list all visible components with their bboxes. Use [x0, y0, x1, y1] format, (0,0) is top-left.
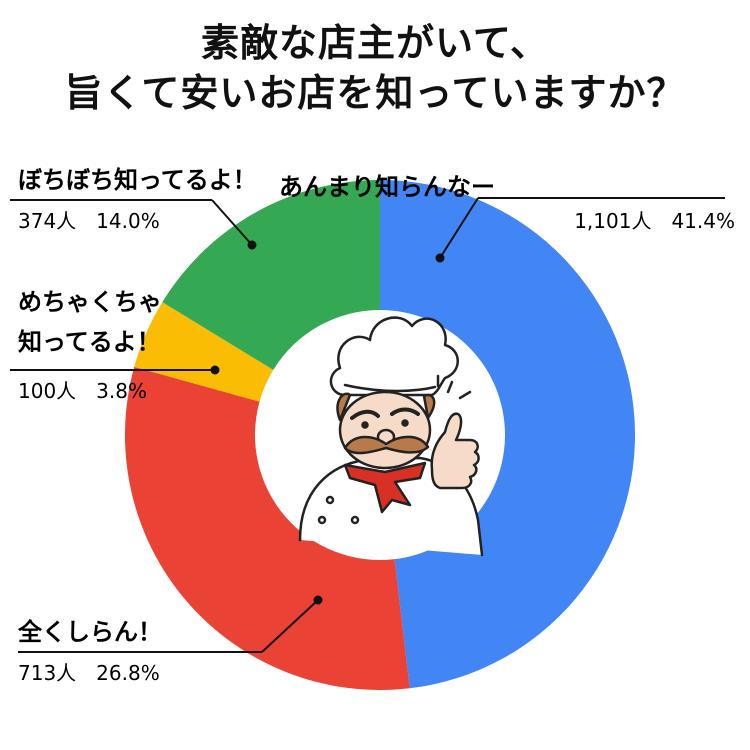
- slice-label-2-line-0: めちゃくちゃ: [18, 288, 162, 316]
- pie-slice-0: [380, 180, 636, 689]
- leader-dot-3: [247, 240, 257, 250]
- slice-label-2-line-1: 知ってるよ！: [18, 328, 161, 356]
- pie-slice-1: [124, 366, 410, 690]
- slice-label-1: 全くしらん！: [17, 618, 162, 646]
- slice-value-3: 374人 14.0%: [18, 209, 160, 233]
- leader-dot-2: [210, 365, 220, 375]
- slice-value-0: 1,101人 41.4%: [574, 209, 735, 233]
- slice-value-2: 100人 3.8%: [18, 379, 147, 403]
- slice-value-1: 713人 26.8%: [18, 661, 160, 685]
- chef-illustration: [298, 316, 484, 557]
- leader-line-1: [18, 599, 319, 653]
- title-line-1: 素敵な店主がいて、: [201, 21, 549, 65]
- leader-line-3: [10, 199, 253, 246]
- slice-label-3: ぼちぼち知ってるよ！: [18, 166, 257, 194]
- pie-slice-3: [162, 180, 380, 370]
- chart-title: 素敵な店主がいて、 旨くて安いお店を知っていますか？: [0, 18, 750, 118]
- leader-line-0: [439, 197, 725, 259]
- slice-label-0: あんまり知らんなー: [279, 173, 495, 201]
- leader-dot-0: [435, 253, 445, 263]
- title-line-2: 旨くて安いお店を知っていますか？: [64, 71, 686, 115]
- pie-slice-2: [134, 302, 274, 402]
- leader-dot-1: [313, 595, 323, 605]
